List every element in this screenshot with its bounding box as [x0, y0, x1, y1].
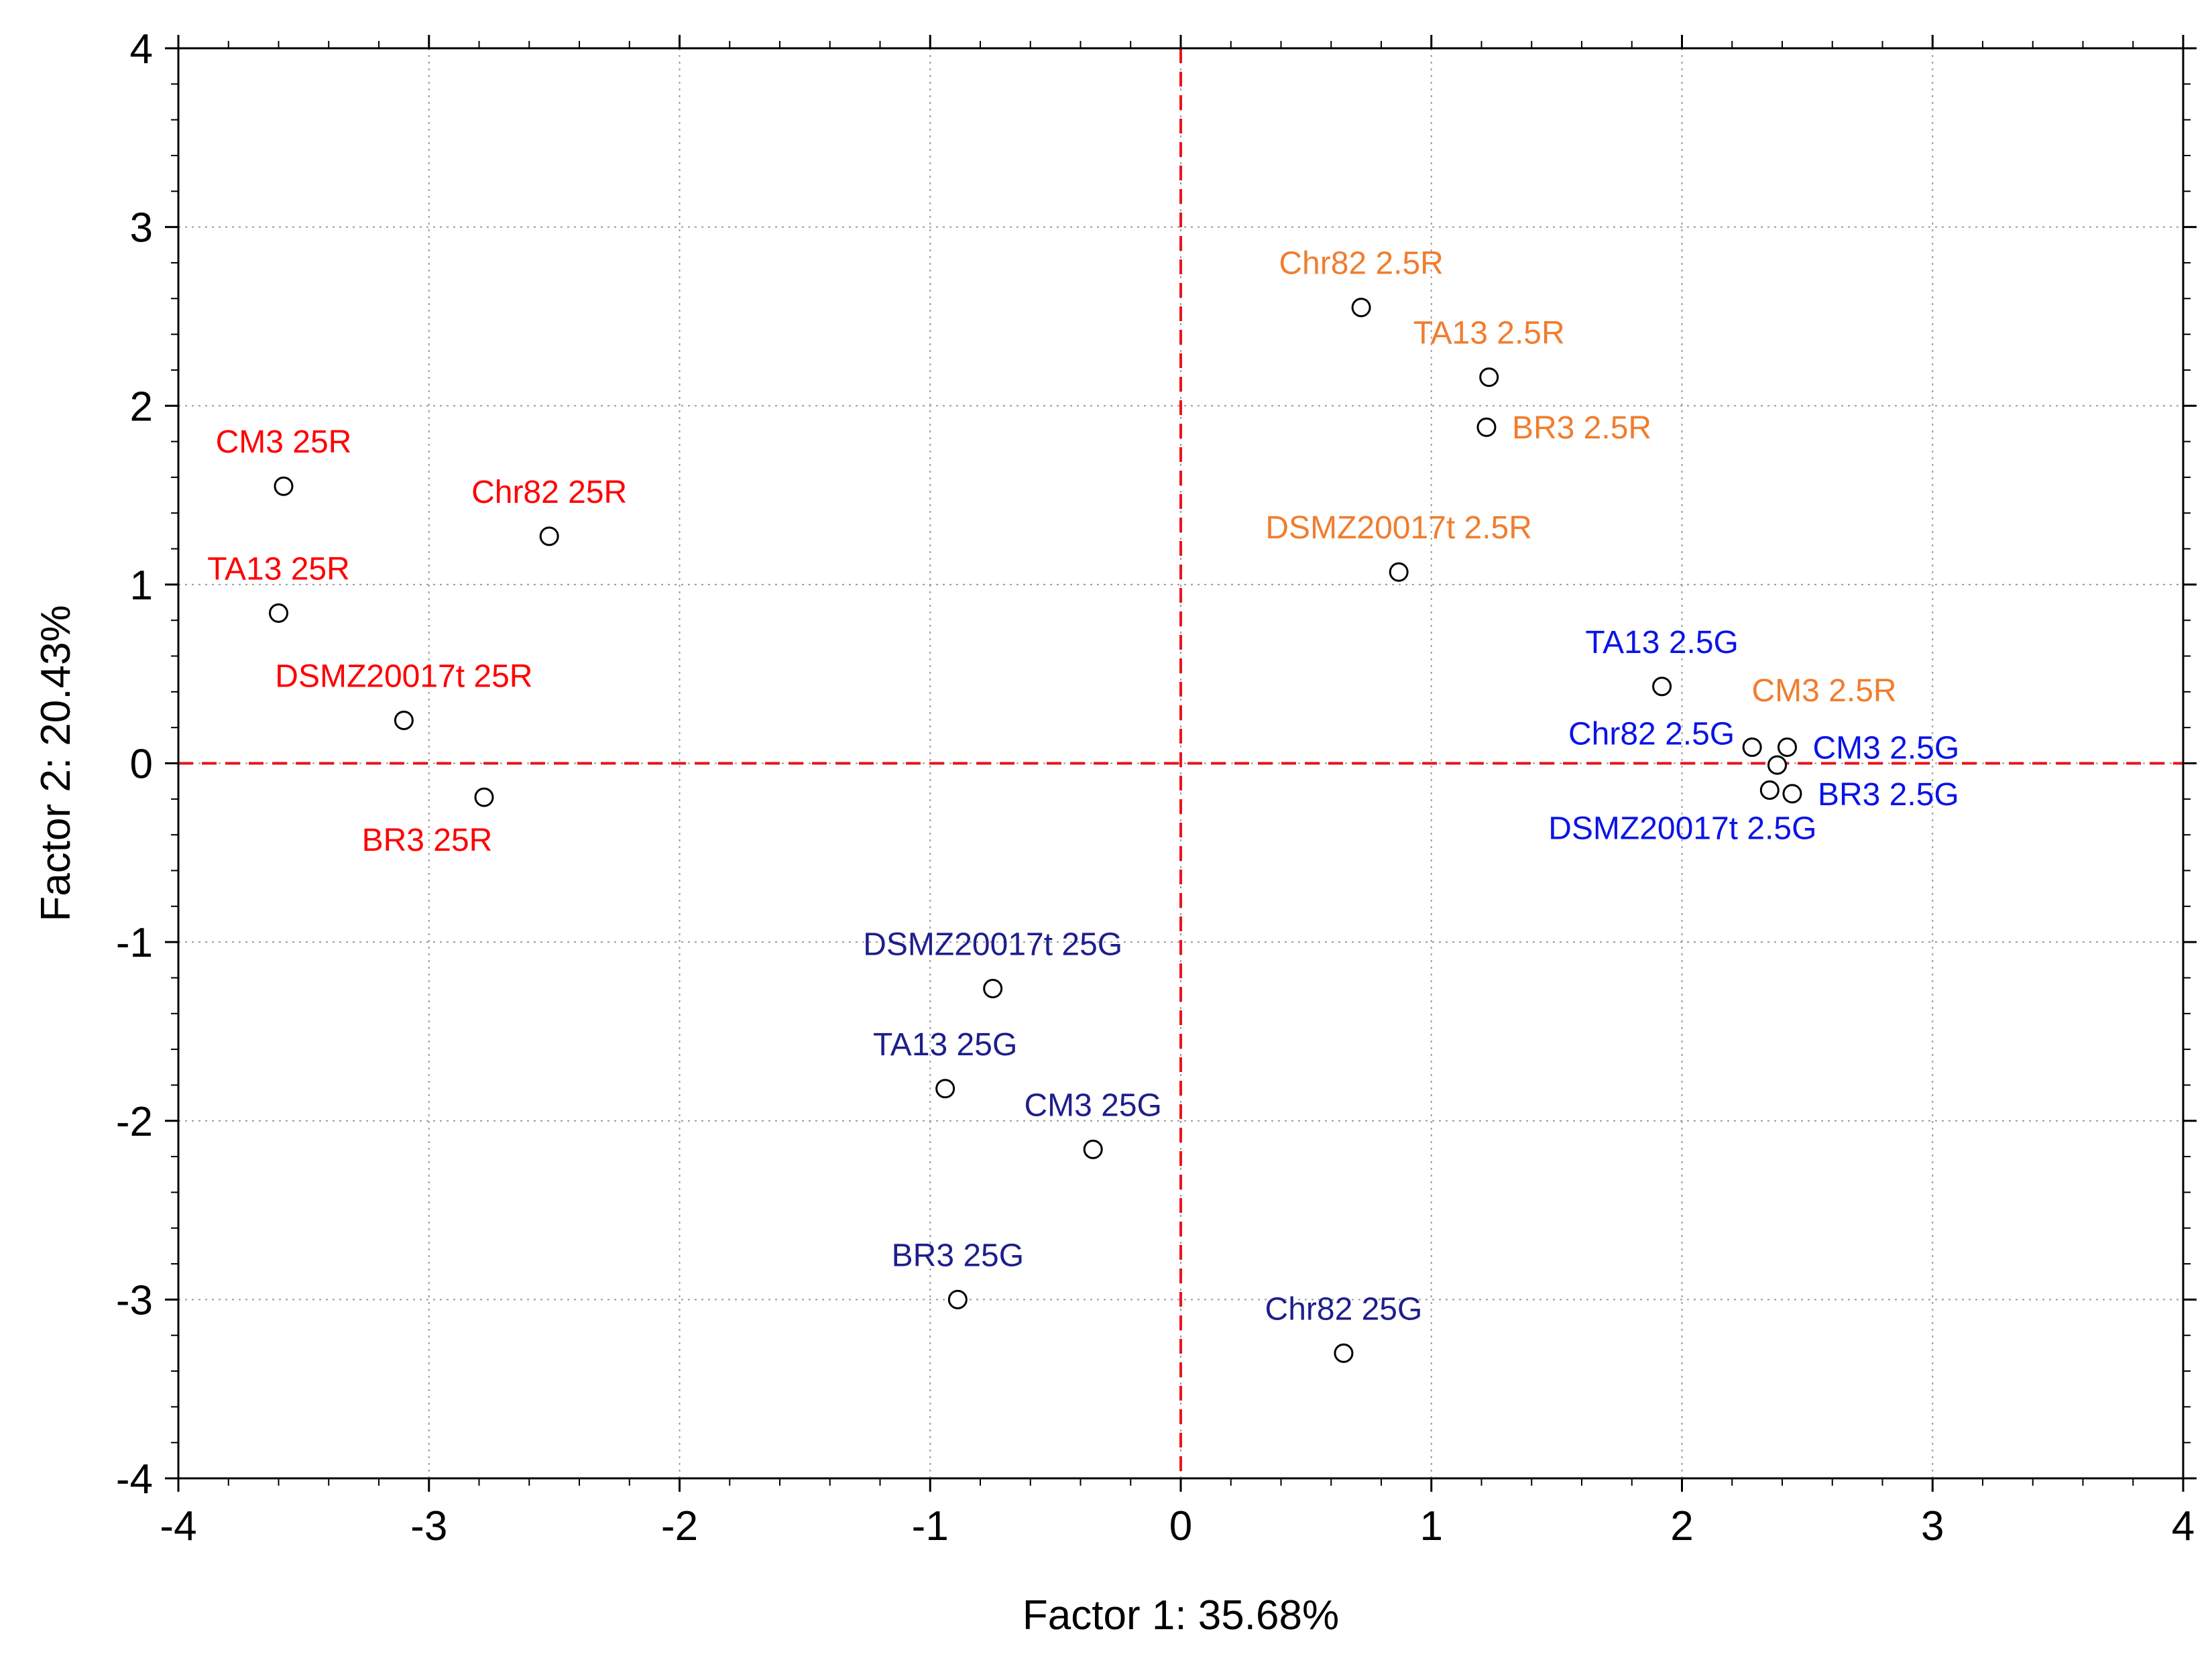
x-tick-labels: -4 -3 -2 -1 0 1 2 3 4 [160, 1503, 2195, 1549]
data-points [269, 298, 1802, 1363]
data-point [1777, 737, 1797, 758]
point-label: BR3 2.5G [1818, 777, 1959, 813]
data-point [983, 978, 1003, 998]
y-tick-label: -4 [116, 1456, 153, 1502]
data-point [394, 711, 414, 731]
point-label: Chr82 2.5G [1568, 717, 1735, 752]
y-tick-label: -1 [116, 920, 153, 966]
point-label: CM3 25R [216, 424, 352, 460]
point-label: CM3 2.5G [1812, 731, 1959, 766]
point-label: BR3 25G [892, 1238, 1024, 1273]
x-tick-label: -1 [912, 1503, 949, 1549]
point-label: CM3 25G [1024, 1087, 1161, 1123]
x-tick-label: 4 [2172, 1503, 2195, 1549]
axis-ticks [165, 35, 2197, 1492]
data-point [269, 603, 288, 624]
x-axis-title: Factor 1: 35.68% [1023, 1592, 1339, 1639]
y-tick-label: 4 [130, 26, 153, 72]
y-axis-title: Factor 2: 20.43% [33, 605, 79, 921]
data-point [1759, 780, 1780, 800]
point-label: TA13 25R [207, 552, 350, 587]
x-tick-label: 0 [1169, 1503, 1192, 1549]
x-tick-label: -2 [661, 1503, 698, 1549]
data-point [1389, 562, 1409, 582]
data-point [1767, 755, 1788, 775]
point-label: Chr82 25R [471, 475, 627, 510]
data-point [947, 1289, 968, 1309]
y-tick-label: 1 [130, 563, 153, 609]
data-point [1351, 298, 1371, 318]
y-tick-label: 2 [130, 383, 153, 430]
y-tick-label: 0 [130, 742, 153, 788]
reference-lines [178, 48, 2183, 1478]
data-point [1479, 367, 1499, 388]
x-tick-label: 2 [1670, 1503, 1693, 1549]
data-point [1083, 1139, 1103, 1159]
x-tick-label: 3 [1921, 1503, 1944, 1549]
point-label: BR3 2.5R [1512, 410, 1651, 446]
x-tick-label: -4 [160, 1503, 196, 1549]
x-tick-label: -3 [410, 1503, 447, 1549]
point-label: BR3 25R [362, 823, 493, 858]
point-label: Chr82 2.5R [1279, 246, 1443, 282]
y-tick-label: -3 [116, 1277, 153, 1323]
point-labels: CM3 25R Chr82 25R TA13 25R DSMZ20017t 25R BR… [207, 246, 1959, 1327]
point-label: DSMZ20017t 25G [863, 927, 1122, 962]
y-tick-label: 3 [130, 205, 153, 251]
point-label: DSMZ20017t 25R [275, 659, 532, 695]
data-point [1742, 737, 1762, 758]
data-point [935, 1079, 955, 1099]
data-point [1476, 417, 1497, 437]
y-tick-label: -2 [116, 1099, 153, 1145]
data-point [1652, 676, 1672, 697]
data-point [539, 526, 559, 546]
point-label: DSMZ20017t 2.5R [1265, 510, 1532, 546]
point-label: TA13 2.5R [1413, 316, 1565, 351]
point-label: TA13 25G [873, 1027, 1017, 1063]
x-tick-label: 1 [1420, 1503, 1443, 1549]
data-point [1334, 1343, 1354, 1363]
point-label: CM3 2.5R [1751, 673, 1896, 709]
point-label: DSMZ20017t 2.5G [1548, 811, 1816, 846]
data-point [274, 476, 294, 496]
data-point [474, 787, 494, 807]
y-tick-labels: 4 3 2 1 0 -1 -2 -3 -4 [116, 26, 153, 1502]
data-point [1782, 784, 1802, 804]
point-label: TA13 2.5G [1585, 625, 1739, 660]
point-label: Chr82 25G [1265, 1291, 1423, 1327]
